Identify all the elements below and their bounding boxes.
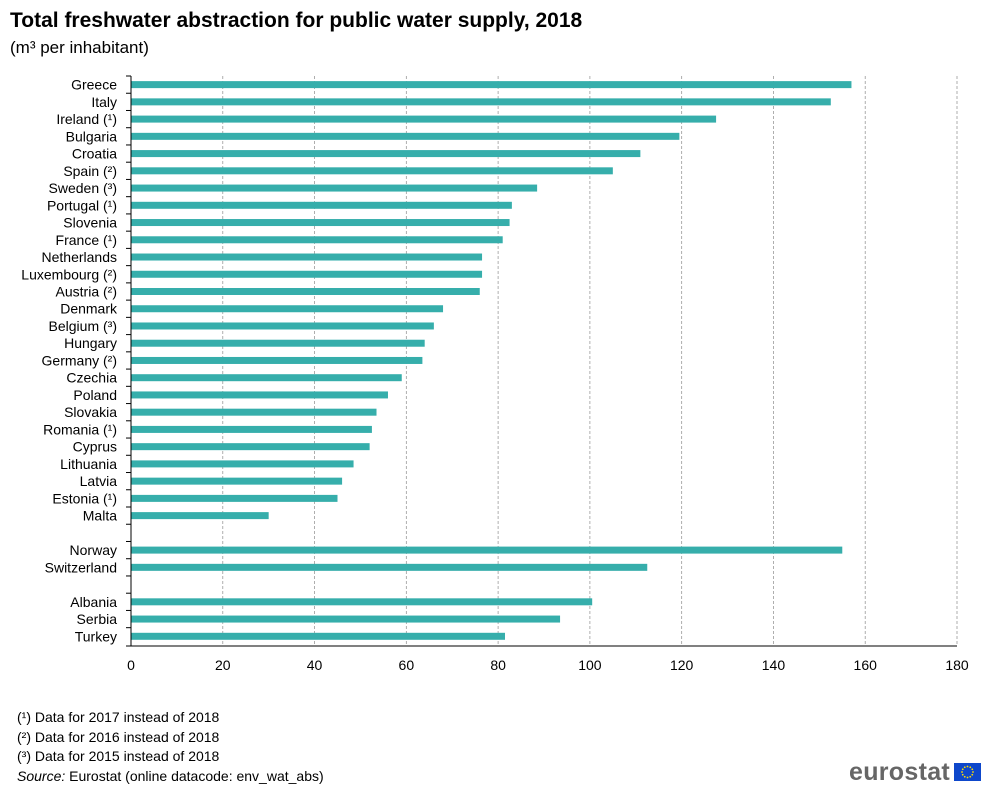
x-tick-label: 140 xyxy=(762,657,786,673)
x-tick-label: 20 xyxy=(215,657,231,673)
category-label: Netherlands xyxy=(42,249,118,265)
bar xyxy=(131,546,843,554)
bar xyxy=(131,305,444,313)
footnote-1: (¹) Data for 2017 instead of 2018 xyxy=(17,709,220,725)
category-label: Luxembourg (²) xyxy=(21,266,117,282)
x-tick-label: 160 xyxy=(854,657,878,673)
category-label: Norway xyxy=(70,542,117,558)
bar xyxy=(131,98,831,106)
bar xyxy=(131,270,483,278)
category-label: Malta xyxy=(83,508,117,524)
bar xyxy=(131,632,505,640)
category-label: Slovenia xyxy=(63,215,117,231)
footnotes: (¹) Data for 2017 instead of 2018 (²) Da… xyxy=(17,708,324,786)
category-label: Poland xyxy=(73,387,117,403)
category-label: Turkey xyxy=(75,628,117,644)
category-label: Ireland (¹) xyxy=(56,111,117,127)
category-label: Sweden (³) xyxy=(49,180,117,196)
source-text: Eurostat (online datacode: env_wat_abs) xyxy=(69,767,324,784)
category-label: Greece xyxy=(71,77,117,93)
x-tick-label: 0 xyxy=(127,657,135,673)
category-label: Cyprus xyxy=(73,439,117,455)
x-tick-label: 80 xyxy=(490,657,506,673)
footnote-2: (²) Data for 2016 instead of 2018 xyxy=(17,728,220,745)
category-label: Germany (²) xyxy=(42,352,117,368)
x-tick-label: 180 xyxy=(945,657,969,673)
bar xyxy=(131,460,354,468)
bar xyxy=(131,115,717,123)
bar xyxy=(131,374,402,382)
x-tick-label: 60 xyxy=(399,657,415,673)
bar xyxy=(131,132,680,140)
eu-flag-icon xyxy=(954,763,982,781)
bar xyxy=(131,184,538,192)
bar xyxy=(131,253,483,261)
bar xyxy=(131,443,370,451)
bar xyxy=(131,391,388,399)
bar xyxy=(131,236,503,244)
category-label: Croatia xyxy=(72,146,117,162)
category-label: Romania (¹) xyxy=(43,421,117,437)
category-label: France (¹) xyxy=(56,232,117,248)
bar xyxy=(131,425,372,433)
category-label: Austria (²) xyxy=(56,284,117,300)
category-label: Albania xyxy=(70,594,117,610)
eurostat-logo: eurostat xyxy=(849,757,982,786)
category-label: Czechia xyxy=(66,370,117,386)
logo-text: eurostat xyxy=(849,757,951,786)
source-label: Source: xyxy=(17,767,66,784)
bar xyxy=(131,563,648,571)
bar xyxy=(131,598,593,606)
category-label: Belgium (³) xyxy=(49,318,117,334)
category-label: Bulgaria xyxy=(66,128,118,144)
bar xyxy=(131,339,425,347)
category-label: Portugal (¹) xyxy=(47,197,117,213)
bar xyxy=(131,201,512,209)
category-label: Estonia (¹) xyxy=(52,490,117,506)
bar xyxy=(131,288,480,295)
bar xyxy=(131,494,338,502)
x-tick-label: 40 xyxy=(307,657,323,673)
chart-subtitle: (m³ per inhabitant) xyxy=(10,38,149,57)
bar xyxy=(131,167,613,175)
x-tick-label: 120 xyxy=(670,657,694,673)
bar xyxy=(131,408,377,416)
bar xyxy=(131,512,269,520)
category-label: Lithuania xyxy=(60,456,117,472)
bar xyxy=(131,81,852,89)
bar xyxy=(131,322,434,330)
category-label: Latvia xyxy=(80,473,118,489)
bar xyxy=(131,615,561,623)
bar xyxy=(131,150,641,158)
category-label: Slovakia xyxy=(64,404,117,420)
category-label: Hungary xyxy=(64,335,117,351)
category-label: Italy xyxy=(91,94,117,110)
category-label: Denmark xyxy=(60,301,118,317)
source-note: Source: Eurostat (online datacode: env_w… xyxy=(17,767,324,787)
category-label: Serbia xyxy=(77,611,118,627)
footnote-3: (³) Data for 2015 instead of 2018 xyxy=(17,748,220,764)
category-label: Switzerland xyxy=(45,559,117,575)
bar xyxy=(131,219,510,227)
x-tick-label: 100 xyxy=(578,657,602,673)
category-label: Spain (²) xyxy=(63,163,117,179)
bar xyxy=(131,356,423,364)
chart-title: Total freshwater abstraction for public … xyxy=(10,9,583,32)
bar xyxy=(131,477,343,485)
